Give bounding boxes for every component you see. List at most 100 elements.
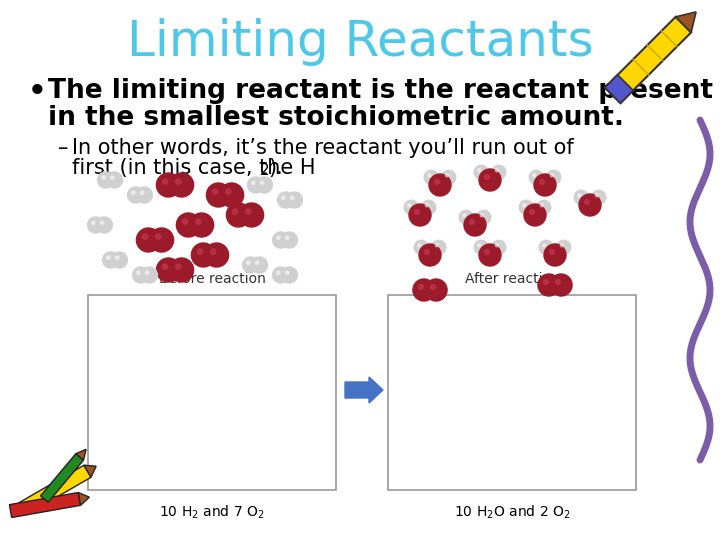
Polygon shape: [76, 449, 86, 460]
Circle shape: [560, 244, 563, 247]
Circle shape: [404, 200, 418, 214]
Circle shape: [256, 261, 259, 265]
Circle shape: [577, 194, 581, 197]
Circle shape: [485, 174, 490, 179]
Circle shape: [409, 204, 431, 226]
Circle shape: [136, 187, 153, 203]
Circle shape: [176, 213, 200, 237]
Circle shape: [579, 194, 601, 216]
Circle shape: [431, 285, 436, 289]
Circle shape: [479, 244, 501, 266]
Circle shape: [156, 234, 161, 239]
Circle shape: [544, 244, 566, 266]
Text: 2: 2: [260, 163, 269, 178]
FancyArrow shape: [345, 377, 383, 403]
Circle shape: [207, 183, 230, 207]
Circle shape: [220, 183, 243, 207]
Text: The limiting reactant is the reactant present: The limiting reactant is the reactant pr…: [48, 78, 713, 104]
Circle shape: [434, 179, 439, 184]
Circle shape: [132, 267, 148, 283]
Circle shape: [557, 240, 571, 254]
Circle shape: [127, 187, 143, 203]
Circle shape: [474, 240, 488, 254]
Circle shape: [550, 274, 572, 296]
Bar: [88, 295, 336, 490]
Circle shape: [196, 219, 201, 224]
Circle shape: [519, 200, 534, 214]
Circle shape: [156, 173, 181, 197]
Circle shape: [189, 213, 214, 237]
Circle shape: [102, 252, 119, 268]
Circle shape: [102, 176, 105, 179]
Circle shape: [98, 172, 114, 188]
Circle shape: [445, 174, 449, 177]
Circle shape: [145, 271, 149, 274]
Circle shape: [422, 200, 436, 214]
Circle shape: [163, 264, 168, 269]
Circle shape: [204, 243, 229, 267]
Circle shape: [112, 252, 127, 268]
Circle shape: [248, 177, 264, 193]
Circle shape: [136, 228, 161, 252]
Circle shape: [251, 257, 267, 273]
Circle shape: [480, 214, 483, 217]
Polygon shape: [19, 465, 91, 515]
Circle shape: [150, 228, 174, 252]
Circle shape: [96, 217, 112, 233]
Circle shape: [273, 232, 289, 248]
Circle shape: [246, 209, 251, 214]
Circle shape: [285, 271, 289, 274]
Circle shape: [477, 210, 491, 224]
Text: 10 H$_2$O and 2 O$_2$: 10 H$_2$O and 2 O$_2$: [454, 504, 570, 522]
Circle shape: [429, 174, 451, 196]
Circle shape: [210, 249, 216, 254]
Circle shape: [88, 217, 104, 233]
Circle shape: [192, 243, 215, 267]
Circle shape: [474, 165, 488, 179]
Circle shape: [469, 219, 474, 224]
Circle shape: [225, 189, 231, 194]
Circle shape: [285, 236, 289, 240]
Circle shape: [425, 249, 429, 254]
Circle shape: [442, 170, 456, 184]
Circle shape: [290, 196, 294, 199]
Circle shape: [287, 192, 302, 208]
Circle shape: [212, 189, 217, 194]
Text: Limiting Reactants: Limiting Reactants: [127, 18, 593, 66]
Circle shape: [523, 204, 526, 207]
Circle shape: [492, 240, 505, 254]
Circle shape: [424, 170, 438, 184]
Circle shape: [141, 267, 158, 283]
Circle shape: [479, 169, 501, 191]
Circle shape: [256, 177, 272, 193]
Circle shape: [261, 181, 264, 185]
Circle shape: [529, 210, 534, 214]
Text: In other words, it’s the reactant you’ll run out of: In other words, it’s the reactant you’ll…: [72, 138, 574, 158]
Circle shape: [197, 249, 203, 254]
Circle shape: [556, 280, 560, 285]
Circle shape: [533, 174, 536, 177]
Circle shape: [107, 172, 122, 188]
Circle shape: [436, 244, 438, 247]
Circle shape: [110, 176, 114, 179]
Circle shape: [419, 244, 441, 266]
Circle shape: [176, 264, 181, 269]
Polygon shape: [605, 17, 691, 103]
Text: Before reaction: Before reaction: [158, 272, 266, 286]
Circle shape: [413, 279, 435, 301]
Circle shape: [282, 196, 285, 199]
Circle shape: [170, 173, 194, 197]
Circle shape: [459, 210, 473, 224]
Text: •: •: [28, 78, 47, 106]
Circle shape: [243, 257, 258, 273]
Circle shape: [170, 258, 194, 282]
Circle shape: [495, 244, 498, 247]
Circle shape: [226, 203, 251, 227]
Circle shape: [477, 169, 481, 172]
Circle shape: [477, 244, 481, 247]
Bar: [388, 295, 636, 490]
Circle shape: [418, 285, 423, 289]
Polygon shape: [84, 465, 96, 477]
Circle shape: [592, 190, 606, 204]
Circle shape: [544, 280, 549, 285]
